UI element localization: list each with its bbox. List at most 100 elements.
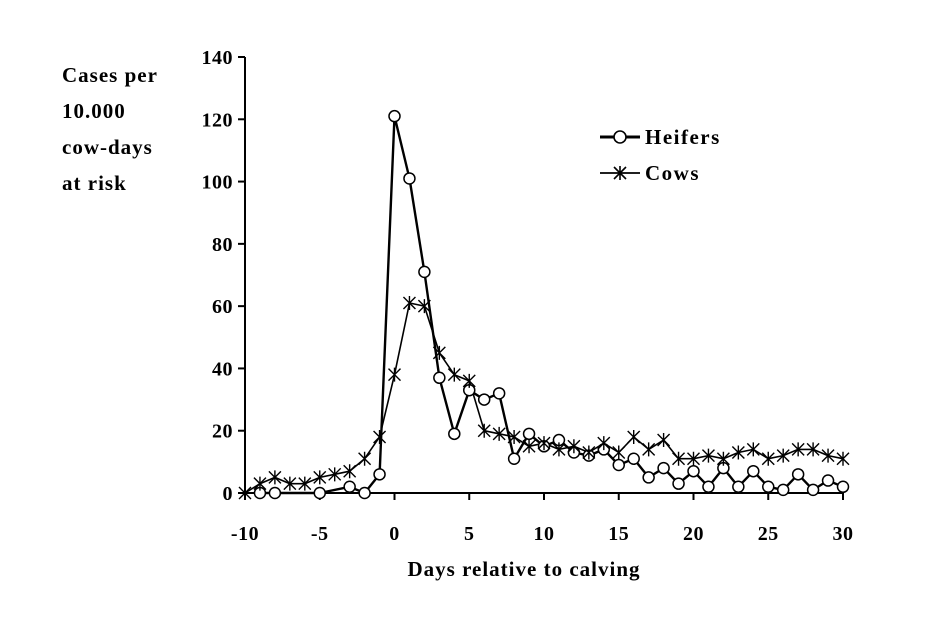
- data-point-cows: [806, 442, 820, 457]
- data-point-cows: [432, 345, 446, 360]
- data-point-heifers: [657, 461, 670, 475]
- y-tick-label: 120: [202, 109, 234, 131]
- data-point-cows: [821, 448, 835, 463]
- y-tick-label: 60: [212, 296, 233, 318]
- data-point-cows: [447, 367, 461, 382]
- legend-label-heifers: Heifers: [645, 125, 721, 149]
- data-point-cows: [507, 429, 521, 444]
- data-point-cows: [776, 448, 790, 463]
- data-point-heifers: [672, 477, 685, 490]
- data-point-heifers: [448, 427, 461, 441]
- data-point-heifers: [791, 468, 805, 481]
- data-point-cows: [238, 486, 252, 500]
- legend-marker-cows: [613, 166, 627, 180]
- legend-item-cows: Cows: [600, 161, 700, 185]
- y-axis-label: Cases per 10.000 cow-days at risk: [62, 63, 158, 195]
- legend: Heifers Cows: [600, 125, 721, 185]
- data-point-heifers: [762, 480, 775, 494]
- data-point-heifers: [522, 427, 536, 441]
- data-point-cows: [597, 436, 611, 451]
- data-point-cows: [761, 451, 775, 466]
- data-point-heifers: [403, 172, 416, 185]
- data-point-cows: [642, 442, 656, 457]
- data-point-cows: [701, 448, 715, 463]
- data-point-heifers: [612, 458, 625, 472]
- y-axis-label-line-2: 10.000: [62, 99, 126, 123]
- data-point-cows: [672, 451, 686, 466]
- data-point-cows: [313, 470, 327, 485]
- legend-label-cows: Cows: [645, 161, 700, 185]
- data-point-cows: [343, 464, 357, 479]
- data-point-cows: [552, 442, 566, 457]
- data-point-cows: [687, 451, 700, 466]
- x-tick-label: 25: [758, 523, 779, 545]
- data-point-heifers: [836, 480, 850, 494]
- y-tick-label: 140: [202, 47, 234, 69]
- data-point-cows: [791, 442, 805, 457]
- data-point-cows: [657, 433, 671, 448]
- y-axis-label-line-4: at risk: [62, 171, 127, 195]
- y-axis-label-line-1: Cases per: [62, 63, 158, 87]
- data-point-cows: [283, 476, 297, 491]
- x-tick-label: -10: [231, 523, 259, 545]
- data-point-heifers: [313, 486, 326, 500]
- y-axis-label-line-3: cow-days: [62, 135, 153, 159]
- data-point-heifers: [373, 468, 386, 481]
- x-tick-label: 20: [683, 523, 704, 545]
- data-point-cows: [402, 296, 416, 311]
- x-tick-label: 30: [833, 523, 854, 545]
- data-point-cows: [417, 299, 431, 314]
- data-point-heifers: [507, 452, 521, 465]
- data-point-cows: [373, 429, 387, 444]
- data-point-cows: [358, 451, 372, 466]
- y-tick-label: 0: [223, 483, 234, 505]
- y-tick-label: 80: [212, 234, 233, 256]
- x-axis-label: Days relative to calving: [408, 557, 641, 581]
- data-point-heifers: [268, 486, 282, 500]
- data-point-cows: [567, 439, 581, 454]
- data-point-cows: [537, 436, 551, 451]
- data-point-cows: [522, 439, 536, 454]
- data-point-cows: [298, 476, 312, 491]
- data-point-cows: [612, 445, 626, 460]
- data-point-heifers: [492, 387, 506, 400]
- data-point-heifers: [732, 480, 745, 494]
- legend-marker-heifers: [613, 130, 627, 144]
- data-point-cows: [328, 467, 342, 482]
- x-tick-label: -5: [311, 523, 329, 545]
- y-tick-label: 100: [202, 172, 234, 194]
- data-point-cows: [268, 470, 282, 485]
- data-point-heifers: [627, 452, 640, 465]
- data-point-heifers: [687, 464, 700, 478]
- data-point-cows: [253, 476, 267, 491]
- data-point-cows: [492, 426, 506, 441]
- y-tick-label: 20: [212, 421, 233, 443]
- axes: [244, 57, 843, 494]
- x-tick-label: 10: [534, 523, 555, 545]
- data-point-heifers: [343, 480, 356, 494]
- y-tick-label: 40: [212, 358, 233, 380]
- data-point-heifers: [702, 480, 715, 494]
- data-point-heifers: [747, 464, 760, 478]
- data-point-cows: [836, 451, 850, 466]
- data-point-cows: [388, 367, 401, 382]
- data-point-cows: [716, 451, 730, 466]
- data-point-cows: [627, 429, 641, 444]
- data-point-heifers: [806, 483, 820, 497]
- data-point-heifers: [821, 474, 835, 487]
- data-point-heifers: [358, 486, 371, 500]
- data-point-heifers: [418, 265, 431, 279]
- data-point-heifers: [642, 471, 655, 484]
- x-tick-label: 15: [608, 523, 629, 545]
- series-line-cows: [244, 302, 844, 494]
- x-tick-label: 5: [464, 523, 475, 545]
- data-point-heifers: [388, 109, 401, 123]
- data-point-cows: [731, 445, 745, 460]
- data-point-heifers: [433, 371, 446, 385]
- series-layer: [238, 109, 850, 500]
- data-point-cows: [582, 445, 596, 460]
- data-point-cows: [477, 423, 491, 438]
- data-point-heifers: [477, 393, 491, 406]
- data-point-cows: [462, 373, 476, 388]
- series-line-heifers: [259, 114, 844, 495]
